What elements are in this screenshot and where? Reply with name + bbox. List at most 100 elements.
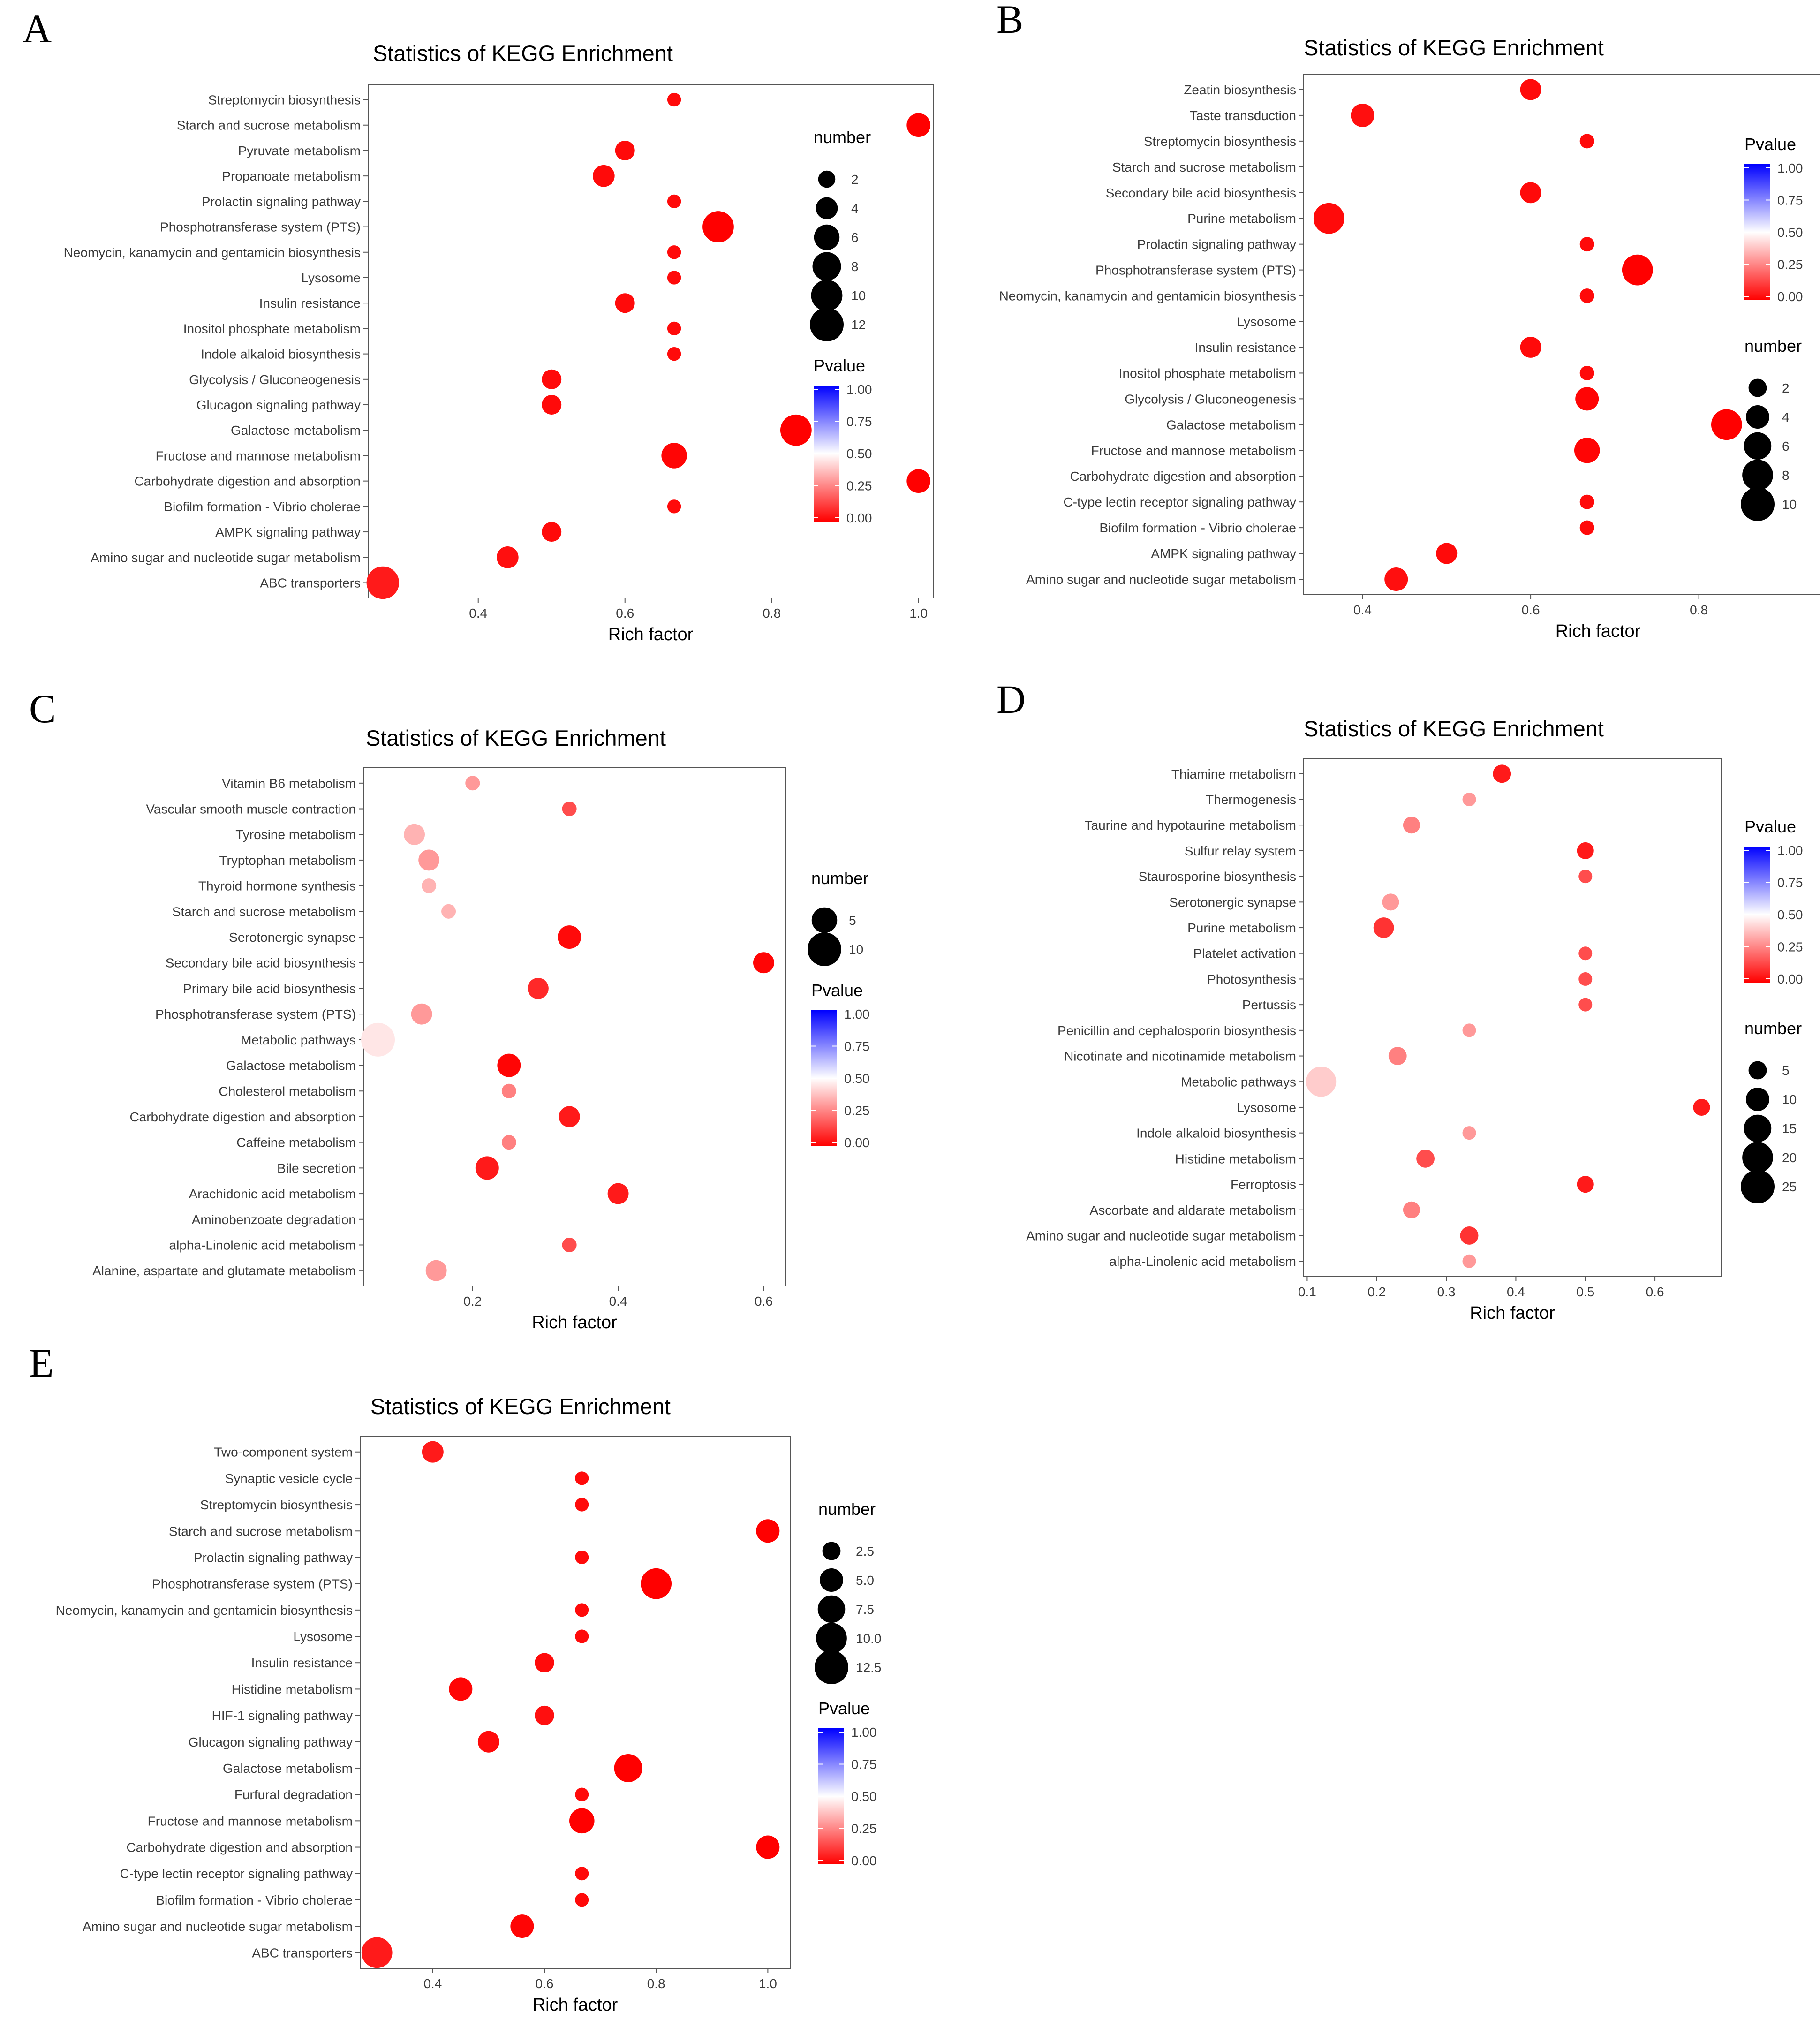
size-legend-label: 8	[851, 259, 859, 274]
data-point	[1579, 494, 1594, 509]
data-point	[661, 443, 687, 469]
category-label: Amino sugar and nucleotide sugar metabol…	[83, 1919, 353, 1934]
pvalue-legend-title: Pvalue	[818, 1699, 870, 1718]
size-legend-label: 2	[851, 172, 859, 187]
category-label: C-type lectin receptor signaling pathway	[1064, 495, 1296, 509]
x-tick-label: 0.6	[536, 1976, 554, 1991]
size-legend-label: 12	[851, 318, 866, 332]
category-label: Fructose and mannose metabolism	[156, 448, 361, 463]
category-label: Inositol phosphate metabolism	[183, 321, 361, 336]
category-label: Secondary bile acid biosynthesis	[166, 956, 356, 970]
category-label: Tyrosine metabolism	[235, 827, 356, 842]
category-label: Vascular smooth muscle contraction	[146, 802, 356, 817]
category-label: Neomycin, kanamycin and gentamicin biosy…	[56, 1603, 353, 1618]
size-legend-dot	[1746, 1088, 1769, 1111]
size-legend-dot	[1748, 378, 1767, 397]
data-point	[1416, 1149, 1435, 1168]
data-point	[425, 1260, 447, 1281]
category-label: alpha-Linolenic acid metabolism	[1110, 1254, 1296, 1269]
size-legend-dot	[820, 1568, 843, 1592]
size-legend-dot	[812, 252, 841, 281]
data-point	[1382, 893, 1399, 911]
data-point	[1578, 946, 1593, 961]
category-label: Insulin resistance	[259, 296, 361, 310]
data-point	[1579, 365, 1594, 380]
category-label: Amino sugar and nucleotide sugar metabol…	[1026, 572, 1296, 587]
number-legend-title: number	[811, 869, 868, 888]
colorbar-label: 1.00	[851, 1725, 877, 1740]
category-label: Thiamine metabolism	[1171, 767, 1296, 781]
category-label: Phosphotransferase system (PTS)	[1095, 263, 1296, 278]
size-legend-dot	[817, 1595, 846, 1623]
size-legend-label: 20	[1782, 1150, 1797, 1165]
x-tick-label: 0.4	[423, 1976, 442, 1991]
x-tick-label: 0.5	[1576, 1285, 1594, 1299]
category-label: Amino sugar and nucleotide sugar metabol…	[91, 550, 361, 565]
chart-title: Statistics of KEGG Enrichment	[366, 726, 666, 750]
data-point	[1493, 764, 1511, 783]
panel-label: A	[23, 6, 52, 51]
category-label: Carbohydrate digestion and absorption	[129, 1110, 356, 1124]
data-point	[569, 1808, 595, 1834]
data-point	[1579, 288, 1594, 303]
category-label: Neomycin, kanamycin and gentamicin biosy…	[999, 289, 1296, 303]
category-label: AMPK signaling pathway	[1151, 546, 1296, 561]
data-point	[1388, 1047, 1407, 1065]
panel-label: E	[29, 1340, 54, 1385]
category-label: Nicotinate and nicotinamide metabolism	[1064, 1049, 1296, 1064]
x-axis-title: Rich factor	[532, 1313, 617, 1332]
data-point	[361, 1022, 395, 1057]
category-label: Platelet activation	[1193, 946, 1296, 961]
data-point	[593, 165, 615, 187]
category-label: Galactose metabolism	[1166, 417, 1296, 432]
size-legend-label: 10.0	[856, 1631, 882, 1646]
x-axis-title: Rich factor	[608, 625, 694, 644]
data-point	[667, 499, 681, 514]
size-legend-label: 5	[1782, 1063, 1790, 1078]
category-label: Galactose metabolism	[223, 1761, 353, 1776]
data-point	[1460, 1226, 1479, 1245]
size-legend-dot	[1741, 1170, 1775, 1203]
category-label: Insulin resistance	[251, 1656, 353, 1670]
colorbar-label: 0.50	[851, 1789, 877, 1804]
data-point	[1575, 387, 1599, 411]
colorbar-label: 0.25	[1777, 940, 1803, 954]
category-label: Alanine, aspartate and glutamate metabol…	[92, 1263, 356, 1278]
data-point	[465, 776, 480, 791]
colorbar-label: 0.75	[844, 1039, 870, 1054]
category-label: Lysosome	[1237, 315, 1296, 329]
category-label: Biofilm formation - Vibrio cholerae	[1099, 521, 1296, 535]
category-label: Streptomycin biosynthesis	[1144, 134, 1296, 149]
category-label: Lysosome	[301, 271, 361, 285]
category-label: Propanoate metabolism	[222, 169, 361, 183]
category-label: Biofilm formation - Vibrio cholerae	[164, 499, 361, 514]
x-axis-title: Rich factor	[1470, 1303, 1555, 1323]
size-legend-dot	[1744, 432, 1772, 460]
data-point	[575, 1603, 589, 1617]
colorbar-label: 0.00	[1777, 972, 1803, 986]
colorbar-label: 0.75	[1777, 193, 1803, 208]
data-point	[559, 1106, 580, 1127]
data-point	[667, 245, 681, 259]
category-label: Inositol phosphate metabolism	[1119, 366, 1296, 380]
data-point	[1520, 79, 1541, 100]
size-legend-label: 2.5	[856, 1544, 874, 1559]
category-label: Prolactin signaling pathway	[194, 1550, 353, 1565]
panel-label: C	[29, 686, 56, 731]
category-label: Streptomycin biosynthesis	[200, 1498, 353, 1512]
size-legend-label: 25	[1782, 1180, 1797, 1194]
category-label: Tryptophan metabolism	[219, 853, 356, 868]
panel-b: B Statistics of KEGG Enrichment Zeatin bio…	[997, 0, 1820, 641]
size-legend-label: 10	[851, 288, 866, 303]
data-point	[411, 1003, 432, 1025]
plot-frame	[363, 767, 786, 1286]
plot-frame	[368, 84, 934, 598]
category-label: Fructose and mannose metabolism	[1091, 443, 1296, 458]
category-label: ABC transporters	[252, 1945, 353, 1960]
category-label: Lysosome	[1237, 1100, 1296, 1115]
category-label: Bile secretion	[277, 1161, 356, 1175]
category-label: Glucagon signaling pathway	[189, 1735, 353, 1749]
data-point	[575, 1867, 589, 1881]
category-label: Histidine metabolism	[232, 1682, 353, 1696]
size-legend-label: 12.5	[856, 1660, 882, 1675]
